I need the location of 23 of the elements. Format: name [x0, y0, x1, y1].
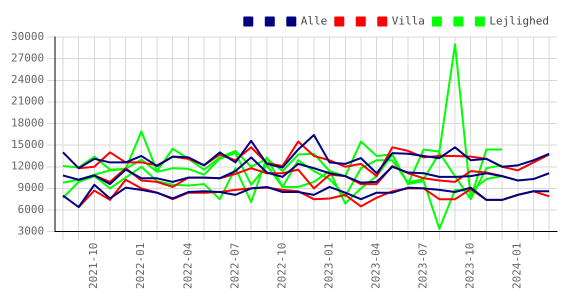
x-tick-label: 2023-01: [322, 242, 336, 289]
legend-label: Villa: [392, 14, 425, 28]
x-tick-label: 2021-10: [87, 242, 100, 289]
y-tick-label: 27000: [10, 51, 44, 64]
x-tick-label: 2022-10: [275, 242, 288, 289]
x-tick-label: 2022-07: [228, 242, 242, 289]
y-tick-label: 21000: [10, 94, 44, 108]
x-tick-label: 2024-01: [510, 242, 524, 289]
y-tick-label: 18000: [10, 116, 44, 130]
y-tick-label: 30000: [10, 30, 44, 43]
x-tick-label: 2023-07: [416, 242, 430, 289]
x-tick-label: 2023-04: [369, 242, 382, 289]
x-tick-label: 2022-01: [134, 242, 148, 289]
x-tick-label: 2023-10: [464, 242, 477, 289]
y-tick-label: 6000: [18, 202, 44, 216]
legend-label: Alle: [300, 14, 328, 28]
y-tick-label: 12000: [10, 160, 44, 173]
x-tick-label: 2022-04: [181, 242, 194, 289]
legend-label: Lejlighed: [489, 14, 550, 28]
y-tick-label: 3000: [18, 224, 44, 238]
y-tick-label: 9000: [18, 181, 44, 194]
y-tick-label: 24000: [10, 73, 44, 86]
y-tick-label: 15000: [10, 138, 44, 151]
